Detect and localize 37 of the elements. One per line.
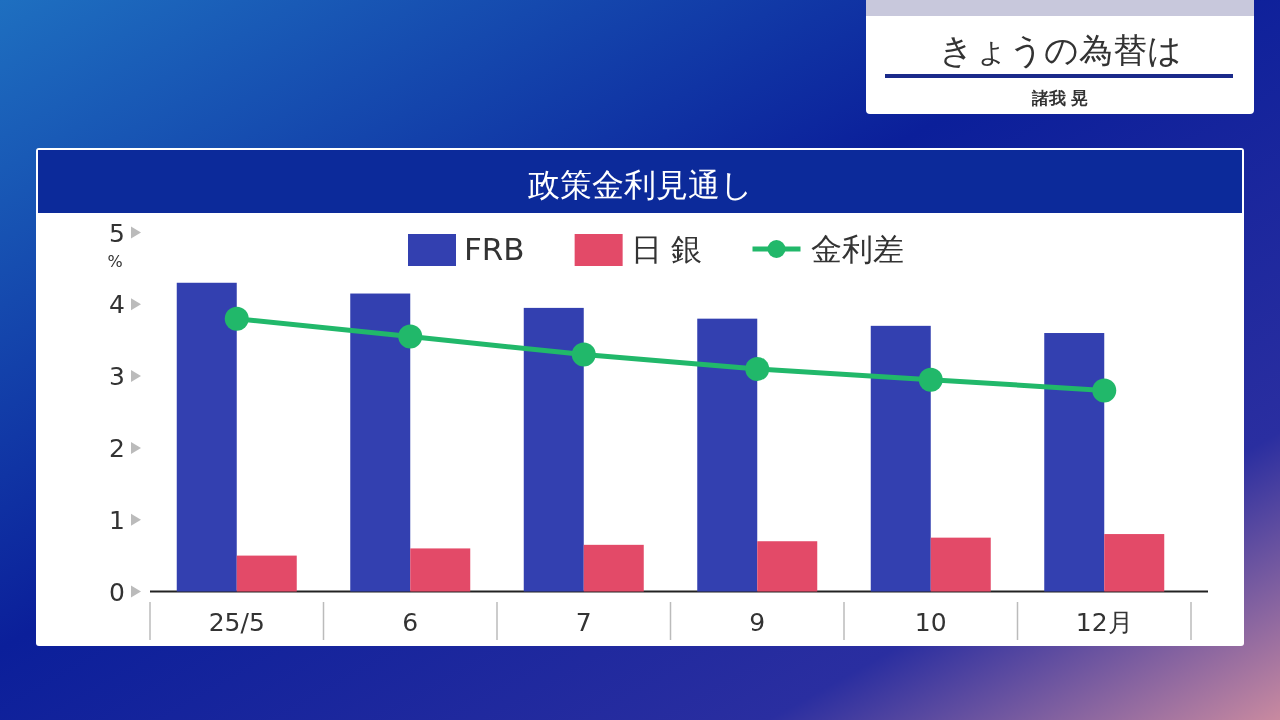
- x-tick-label: 9: [749, 608, 766, 637]
- x-tick-label: 12月: [1075, 608, 1133, 637]
- x-tick-label: 10: [914, 608, 947, 637]
- y-tick-label: 3: [109, 362, 125, 392]
- bar: [176, 282, 237, 592]
- y-tick-label: 0: [109, 577, 125, 607]
- y-tick-label: 5: [109, 218, 125, 248]
- bar: [410, 548, 471, 592]
- bar: [350, 293, 411, 592]
- bar: [583, 544, 644, 592]
- bar: [236, 555, 297, 592]
- bar: [1104, 534, 1165, 592]
- point: [571, 342, 596, 367]
- point: [918, 367, 943, 392]
- legend-label: 日 銀: [630, 231, 703, 267]
- bar: [1044, 333, 1105, 592]
- point: [1092, 378, 1117, 403]
- legend-label: 金利差: [810, 231, 904, 267]
- x-tick-label: 7: [575, 608, 592, 637]
- legend-label: FRB: [464, 231, 525, 267]
- y-tick-label: 2: [109, 433, 125, 463]
- chart-title: 政策金利見通し: [527, 166, 753, 204]
- y-tick-label: 4: [109, 290, 125, 320]
- bar: [523, 307, 584, 592]
- point: [224, 306, 249, 331]
- x-tick-label: 25/5: [208, 608, 265, 637]
- bar: [870, 325, 931, 592]
- y-axis-title: %: [107, 251, 123, 271]
- bar: [757, 541, 818, 592]
- point: [745, 356, 770, 381]
- x-tick-label: 6: [402, 608, 419, 637]
- text: 諸我 晃: [1030, 88, 1089, 108]
- bar: [930, 537, 991, 592]
- y-tick-label: 1: [109, 505, 125, 535]
- point: [398, 324, 423, 349]
- text: きょうの為替は: [938, 30, 1182, 70]
- bar: [697, 318, 758, 592]
